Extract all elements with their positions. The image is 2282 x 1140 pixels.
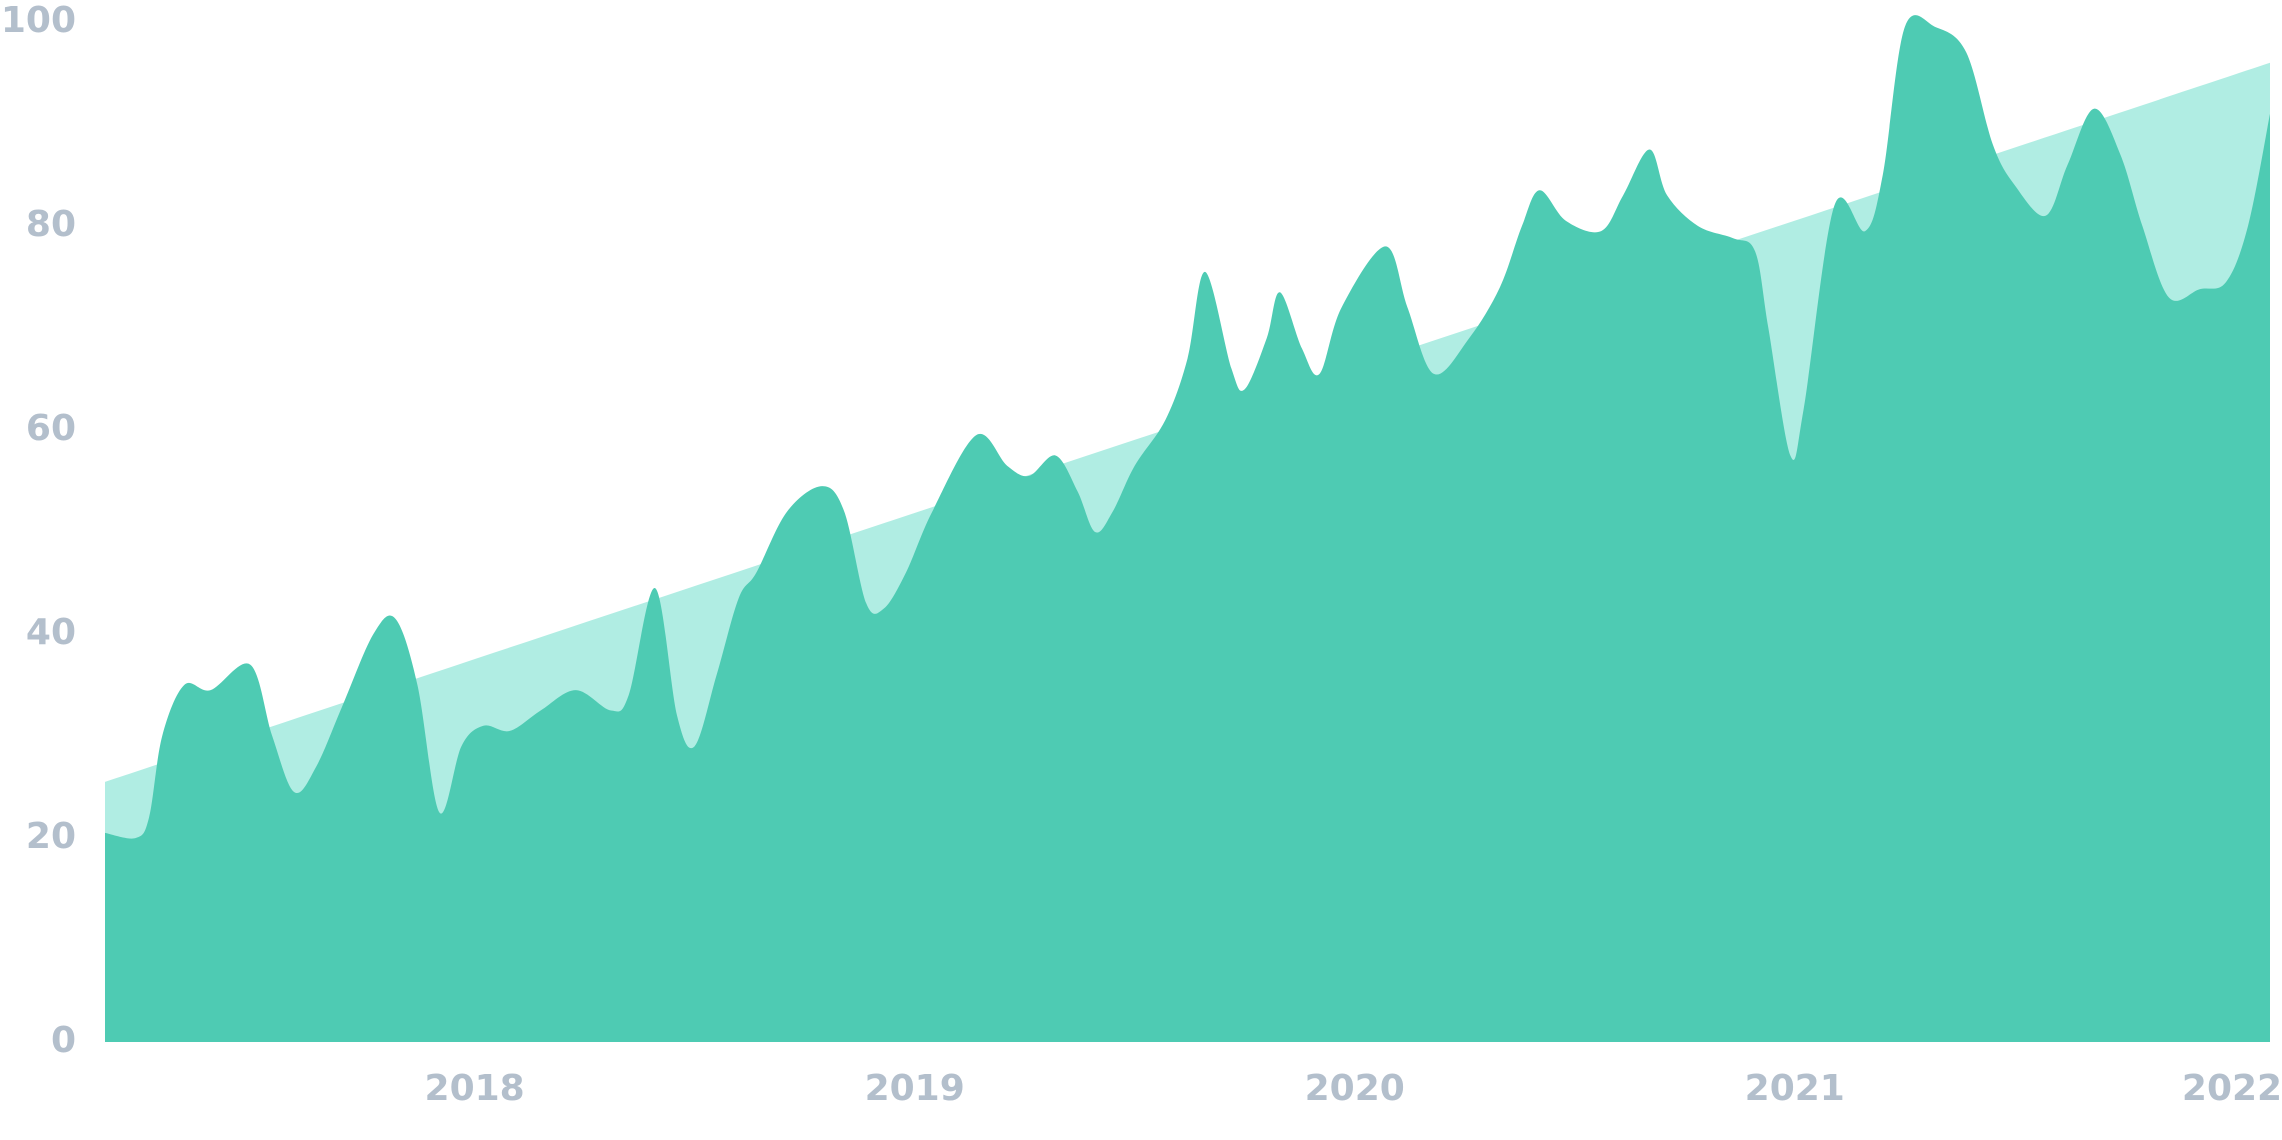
x-tick-label: 2022 — [2182, 1068, 2282, 1109]
y-tick-label: 0 — [51, 1020, 76, 1061]
x-tick-label: 2018 — [425, 1068, 525, 1109]
y-tick-label: 20 — [26, 816, 76, 857]
x-tick-label: 2020 — [1305, 1068, 1405, 1109]
x-tick-label: 2019 — [865, 1068, 965, 1109]
y-tick-label: 100 — [1, 0, 76, 41]
y-tick-label: 40 — [26, 612, 76, 653]
y-tick-label: 60 — [26, 408, 76, 449]
x-tick-label: 2021 — [1745, 1068, 1845, 1109]
area — [105, 15, 2270, 1042]
y-tick-label: 80 — [26, 204, 76, 245]
